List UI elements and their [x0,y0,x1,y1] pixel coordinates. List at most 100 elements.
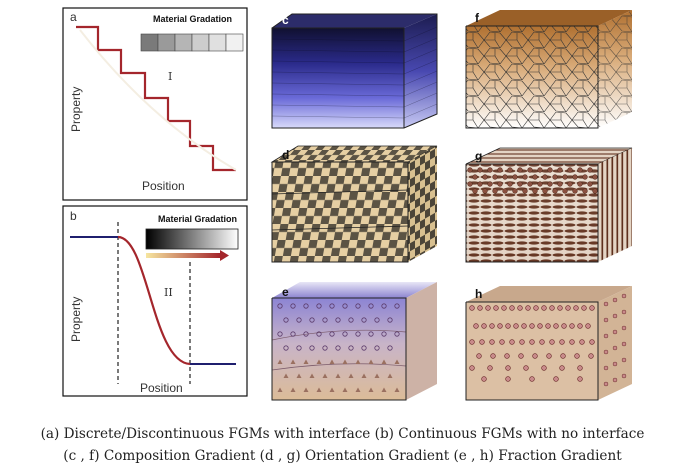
fiber-end [562,188,568,194]
particle [277,303,283,309]
fiber-end [512,174,518,180]
particle [368,331,374,337]
particle [355,359,361,364]
particle [621,357,627,363]
fiber-end [582,188,588,194]
particle [316,359,322,364]
fiber-end [482,174,488,180]
fiber-end [477,167,483,173]
particle [485,305,491,311]
fgm-figure: a Material Gradation I Position Property… [62,7,633,401]
cube-c-front [272,28,404,128]
particle [541,305,547,311]
particle [368,387,374,392]
particle [322,345,328,351]
particle [529,323,535,329]
particle [283,317,289,323]
particle [469,365,475,371]
cube-h-side [598,286,632,400]
particle [481,323,487,329]
particle [361,317,367,323]
particle [374,317,380,323]
particle [342,359,348,364]
particle [569,323,575,329]
panel-a-ylabel: Property [69,87,83,132]
fiber-end [492,188,498,194]
panel-b-legend-title: Material Gradation [158,214,237,224]
fiber-end [517,167,523,173]
fiber-end [582,174,588,180]
particle [283,373,289,378]
fiber-end [557,181,563,187]
particle [355,331,361,337]
particle [612,329,618,335]
fiber-end [567,181,573,187]
particle [381,387,387,392]
particle [316,303,322,309]
fiber-end [552,188,558,194]
particle [621,325,627,331]
particle [316,331,322,337]
caption-line-2: (c , f) Composition Gradient (d , g) Ori… [63,448,622,464]
particle [612,361,618,367]
particle [581,305,587,311]
particle [501,305,507,311]
particle [277,331,283,337]
cube-d-front [272,162,408,262]
particle [612,377,618,383]
fiber-end [567,167,573,173]
particle [589,339,595,345]
cube-g-fibers [466,164,598,262]
gradation-swatch [140,33,159,52]
panel-b-ylabel: Property [69,297,83,342]
particle [394,359,400,364]
gradation-swatch [208,33,227,52]
panel-e: e [271,282,437,401]
cube-c-side [404,14,437,128]
fiber-end [547,181,553,187]
fiber-end [592,174,598,180]
particle [545,323,551,329]
particle [621,293,627,299]
particle [549,339,555,345]
fiber-end [577,181,583,187]
panel-b-gradation-bar [145,228,239,250]
fiber-end [517,181,523,187]
cube-h-edges [465,301,599,401]
particle [621,309,627,315]
fiber-end [547,167,553,173]
particle [290,303,296,309]
panel-a-step-curve [76,25,236,172]
cube-g-fiber-ends [467,167,598,194]
particle [553,376,559,382]
particle [523,365,529,371]
particle [348,317,354,323]
particle [559,339,565,345]
particle [546,353,552,359]
particle [368,359,374,364]
particle [489,323,495,329]
fiber-end [512,188,518,194]
particle [490,353,496,359]
cube-e-particles [277,303,400,392]
cube-h-particles [469,293,627,387]
gradation-swatch [174,33,193,52]
particle [303,303,309,309]
particle [589,305,595,311]
particle [603,365,609,371]
cube-g-edges [465,163,599,263]
particle [355,303,361,309]
particle [469,305,475,311]
particle [387,345,393,351]
panel-b-letter: b [70,209,77,223]
particle [335,345,341,351]
fiber-end [472,174,478,180]
particle [374,345,380,351]
fiber-end [477,181,483,187]
panel-a-xlabel: Position [142,179,185,193]
particle [493,305,499,311]
cube-d-interfaces [271,189,409,231]
particle [335,317,341,323]
panel-b-region-label: II [164,286,173,299]
particle [303,331,309,337]
